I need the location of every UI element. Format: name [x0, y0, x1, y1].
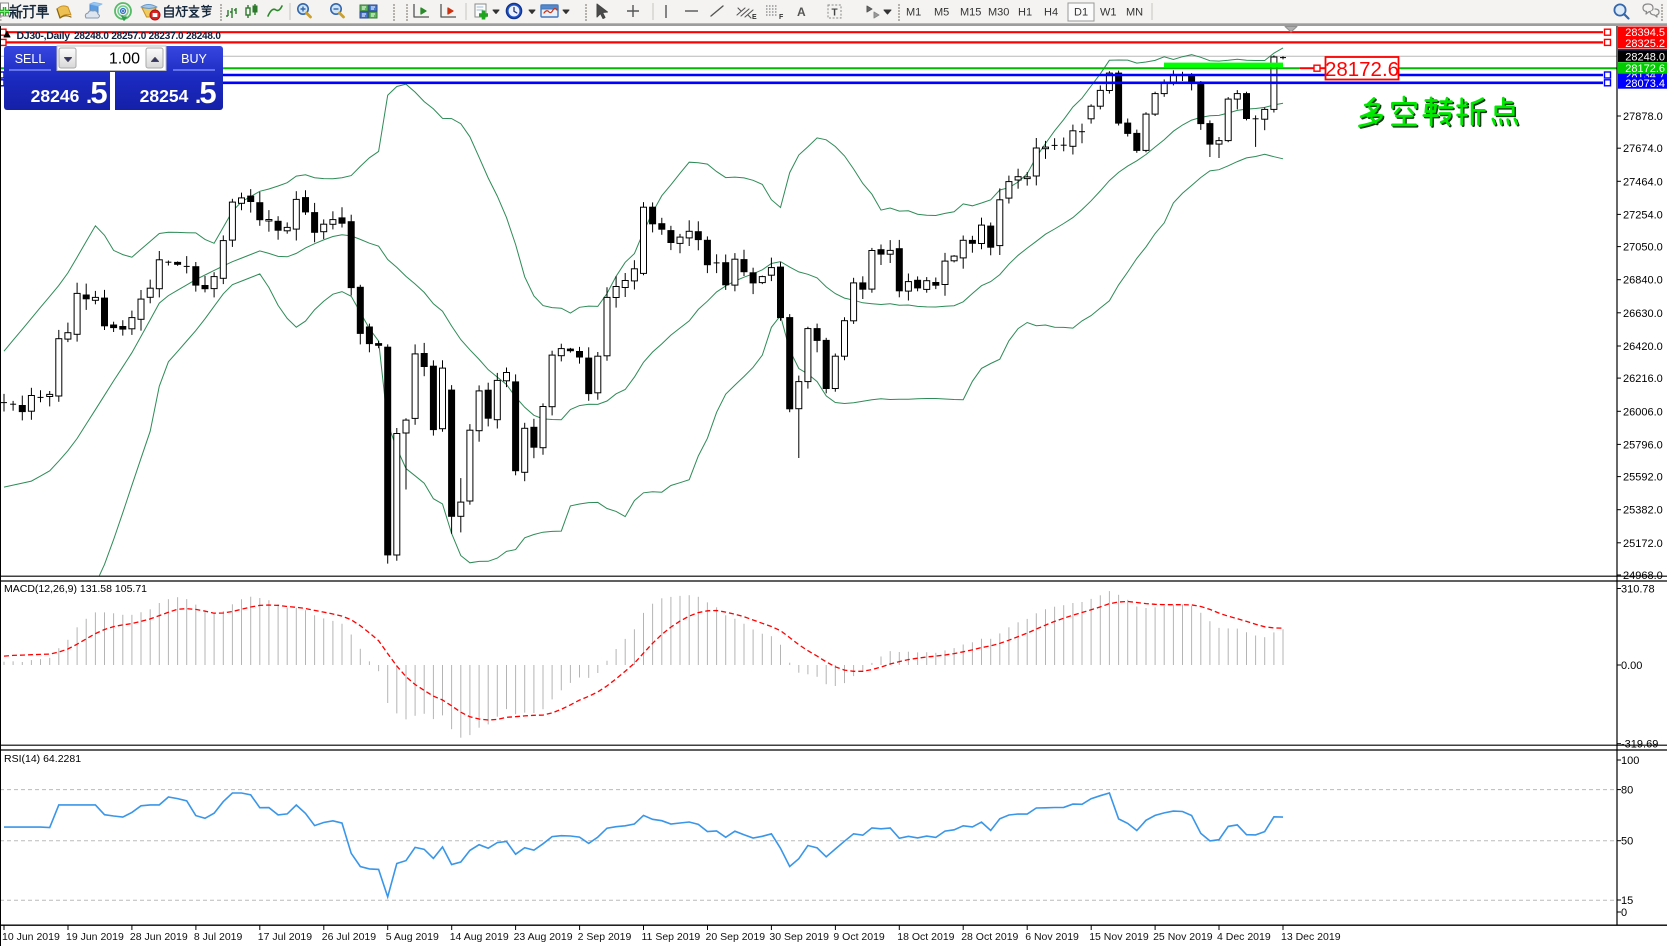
svg-text:15 Nov 2019: 15 Nov 2019 — [1089, 931, 1149, 943]
svg-text:0.00: 0.00 — [1621, 660, 1642, 672]
svg-text:310.78: 310.78 — [1621, 584, 1655, 596]
svg-text:M1: M1 — [906, 7, 921, 19]
svg-text:28325.2: 28325.2 — [1625, 38, 1665, 50]
svg-text:23 Aug 2019: 23 Aug 2019 — [514, 931, 573, 943]
svg-text:M30: M30 — [988, 7, 1009, 19]
svg-text:30 Sep 2019: 30 Sep 2019 — [769, 931, 829, 943]
svg-text:50: 50 — [1621, 836, 1633, 848]
svg-text:DJ30-,Daily: DJ30-,Daily — [17, 30, 71, 42]
svg-text:13 Dec 2019: 13 Dec 2019 — [1281, 931, 1341, 943]
svg-text:27050.0: 27050.0 — [1623, 242, 1663, 254]
svg-text:28248.0 28257.0 28237.0 28248.: 28248.0 28257.0 28237.0 28248.0 — [74, 31, 221, 42]
svg-text:5: 5 — [199, 75, 216, 110]
svg-text:27674.0: 27674.0 — [1623, 143, 1663, 155]
svg-text:25172.0: 25172.0 — [1623, 538, 1663, 550]
svg-text:28172.6: 28172.6 — [1625, 63, 1665, 75]
svg-text:28248.0: 28248.0 — [1625, 51, 1665, 63]
svg-text:26216.0: 26216.0 — [1623, 373, 1663, 385]
svg-text:H1: H1 — [1018, 7, 1032, 19]
svg-text:M15: M15 — [960, 7, 981, 19]
svg-text:15: 15 — [1621, 895, 1633, 907]
svg-text:28394.5: 28394.5 — [1625, 27, 1665, 39]
svg-text:26630.0: 26630.0 — [1623, 308, 1663, 320]
svg-text:A: A — [797, 5, 806, 19]
svg-text:20 Sep 2019: 20 Sep 2019 — [706, 931, 766, 943]
svg-text:RSI(14) 64.2281: RSI(14) 64.2281 — [4, 753, 81, 765]
svg-text:28073.4: 28073.4 — [1625, 78, 1665, 90]
svg-text:H4: H4 — [1044, 7, 1058, 19]
svg-text:-319.69: -319.69 — [1621, 739, 1658, 751]
svg-text:1.00: 1.00 — [109, 51, 140, 68]
svg-text:80: 80 — [1621, 785, 1633, 797]
svg-text:2 Sep 2019: 2 Sep 2019 — [578, 931, 632, 943]
svg-text:25 Nov 2019: 25 Nov 2019 — [1153, 931, 1213, 943]
svg-text:W1: W1 — [1100, 7, 1117, 19]
svg-text:6 Nov 2019: 6 Nov 2019 — [1025, 931, 1079, 943]
svg-text:28 Oct 2019: 28 Oct 2019 — [961, 931, 1018, 943]
svg-text:14 Aug 2019: 14 Aug 2019 — [450, 931, 509, 943]
svg-text:MACD(12,26,9) 131.58 105.71: MACD(12,26,9) 131.58 105.71 — [4, 583, 147, 595]
svg-text:5: 5 — [90, 75, 107, 110]
svg-text:.: . — [195, 83, 201, 108]
svg-text:19 Jun 2019: 19 Jun 2019 — [66, 931, 124, 943]
svg-text:26 Jul 2019: 26 Jul 2019 — [322, 931, 376, 943]
svg-text:5 Aug 2019: 5 Aug 2019 — [386, 931, 439, 943]
svg-text:10 Jun 2019: 10 Jun 2019 — [2, 931, 60, 943]
svg-text:D1: D1 — [1074, 7, 1088, 19]
svg-text:M5: M5 — [934, 7, 949, 19]
svg-text:28 Jun 2019: 28 Jun 2019 — [130, 931, 188, 943]
svg-text:27464.0: 27464.0 — [1623, 176, 1663, 188]
svg-text:SELL: SELL — [15, 52, 46, 66]
svg-text:18 Oct 2019: 18 Oct 2019 — [897, 931, 954, 943]
svg-text:.: . — [86, 83, 92, 108]
svg-text:25796.0: 25796.0 — [1623, 439, 1663, 451]
svg-text:BUY: BUY — [181, 52, 207, 66]
svg-text:9 Oct 2019: 9 Oct 2019 — [833, 931, 885, 943]
svg-text:8 Jul 2019: 8 Jul 2019 — [194, 931, 243, 943]
svg-text:28246: 28246 — [31, 86, 80, 106]
svg-text:26420.0: 26420.0 — [1623, 341, 1663, 353]
svg-text:28254: 28254 — [140, 86, 189, 106]
svg-text:17 Jul 2019: 17 Jul 2019 — [258, 931, 312, 943]
svg-text:0: 0 — [1621, 907, 1627, 919]
svg-text:26840.0: 26840.0 — [1623, 275, 1663, 287]
svg-text:25592.0: 25592.0 — [1623, 472, 1663, 484]
svg-text:11 Sep 2019: 11 Sep 2019 — [642, 931, 701, 943]
svg-text:T: T — [832, 8, 838, 19]
svg-text:27878.0: 27878.0 — [1623, 111, 1663, 123]
svg-text:27254.0: 27254.0 — [1623, 209, 1663, 221]
svg-text:E: E — [752, 14, 757, 21]
svg-text:4 Dec 2019: 4 Dec 2019 — [1217, 931, 1271, 943]
svg-text:28172.6: 28172.6 — [1325, 58, 1399, 81]
svg-text:MN: MN — [1126, 7, 1143, 19]
svg-text:26006.0: 26006.0 — [1623, 406, 1663, 418]
svg-text:25382.0: 25382.0 — [1623, 505, 1663, 517]
svg-text:100: 100 — [1621, 755, 1639, 767]
svg-text:F: F — [779, 14, 784, 21]
